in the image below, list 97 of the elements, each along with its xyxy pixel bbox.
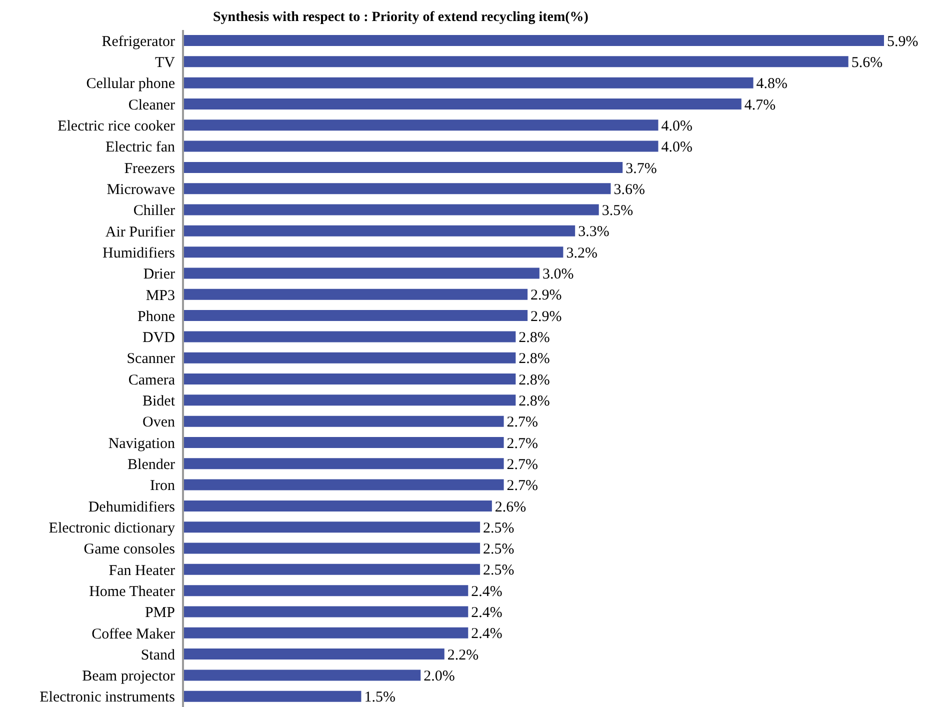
bar xyxy=(183,606,468,618)
bar xyxy=(183,246,564,258)
y-tick-label: Dehumidifiers xyxy=(88,499,176,516)
y-tick-label: Camera xyxy=(128,372,176,388)
data-label: 4.0% xyxy=(661,140,693,156)
bar xyxy=(183,204,599,216)
bar xyxy=(183,310,528,322)
data-label: 4.7% xyxy=(744,97,776,114)
data-label: 3.7% xyxy=(626,160,657,177)
data-label: 4.8% xyxy=(756,76,788,92)
y-tick-label: Electronic dictionary xyxy=(48,520,176,536)
bar xyxy=(183,98,742,110)
data-label: 2.7% xyxy=(506,456,538,473)
y-tick-label: Coffee Maker xyxy=(92,626,176,642)
data-label: 3.2% xyxy=(566,245,598,262)
y-tick-label: Microwave xyxy=(106,182,176,198)
data-label: 3.3% xyxy=(578,224,610,240)
bar xyxy=(183,331,516,342)
y-tick-label: Scanner xyxy=(126,351,176,368)
bar xyxy=(183,77,754,88)
data-label: 2.8% xyxy=(518,330,550,346)
bar xyxy=(183,522,480,533)
y-tick-label: Freezers xyxy=(124,160,176,177)
bar xyxy=(183,120,658,131)
data-label: 2.4% xyxy=(471,626,502,642)
bar xyxy=(183,183,611,194)
y-tick-label: Bidet xyxy=(142,394,176,410)
data-label: 3.0% xyxy=(542,266,574,283)
data-label: 2.7% xyxy=(506,436,538,452)
y-tick-label: Chiller xyxy=(133,203,175,220)
bar xyxy=(183,35,884,46)
bar xyxy=(183,352,516,364)
bar xyxy=(183,627,468,638)
data-label: 3.5% xyxy=(602,203,634,220)
bar xyxy=(183,268,540,279)
y-tick-label: Phone xyxy=(138,308,176,325)
y-tick-label: Oven xyxy=(142,414,176,431)
data-label: 2.6% xyxy=(494,499,526,516)
y-tick-label: Refrigerator xyxy=(102,34,175,50)
data-label: 2.0% xyxy=(424,668,455,685)
data-label: 2.8% xyxy=(518,393,550,410)
y-tick-label: Navigation xyxy=(108,436,176,452)
bar xyxy=(183,690,362,702)
bar xyxy=(183,458,504,470)
y-tick-label: Beam projector xyxy=(82,668,175,685)
y-tick-label: MP3 xyxy=(146,288,175,304)
bar xyxy=(183,479,504,490)
y-tick-label: TV xyxy=(155,55,176,72)
data-label: 4.0% xyxy=(661,118,693,134)
bar xyxy=(183,56,848,68)
data-label: 2.2% xyxy=(447,647,479,664)
bar xyxy=(183,394,516,406)
bar xyxy=(183,500,492,512)
bar xyxy=(183,416,504,427)
data-label: 2.7% xyxy=(506,478,538,494)
y-tick-label: Drier xyxy=(143,266,175,283)
data-label: 2.5% xyxy=(483,562,514,579)
bar xyxy=(183,140,658,152)
data-label: 5.9% xyxy=(887,34,918,50)
y-tick-label: Cleaner xyxy=(128,97,176,114)
y-tick-label: DVD xyxy=(142,330,176,346)
data-label: 2.5% xyxy=(483,542,514,558)
bar xyxy=(183,436,504,448)
data-label: 2.5% xyxy=(483,520,514,536)
y-tick-label: Fan Heater xyxy=(108,562,176,579)
y-tick-label: Blender xyxy=(128,457,176,474)
data-label: 1.5% xyxy=(364,690,396,706)
y-tick-label: Air Purifier xyxy=(105,224,175,240)
y-tick-label: Stand xyxy=(140,647,176,664)
y-tick-label: Cellular phone xyxy=(86,76,176,92)
bar xyxy=(183,288,528,300)
bar xyxy=(183,374,516,384)
bar xyxy=(183,162,623,173)
chart-title: Synthesis with respect to : Priority of extend recycling item(%) xyxy=(212,9,590,27)
y-tick-label: Electric rice cooker xyxy=(58,118,176,135)
data-label: 3.6% xyxy=(614,182,645,198)
bar xyxy=(183,542,480,554)
y-tick-label: Electronic instruments xyxy=(40,690,176,706)
data-label: 2.7% xyxy=(506,414,538,431)
data-label: 2.4% xyxy=(471,605,502,622)
data-label: 2.8% xyxy=(518,351,550,368)
y-tick-label: Home Theater xyxy=(89,584,175,600)
data-label: 2.8% xyxy=(518,372,550,388)
y-tick-label: Humidifiers xyxy=(102,245,176,262)
bar xyxy=(183,670,421,681)
bar xyxy=(183,648,444,660)
data-label: 2.9% xyxy=(530,308,562,325)
data-label: 2.9% xyxy=(530,288,562,304)
bar xyxy=(183,564,480,575)
bar xyxy=(183,225,576,236)
bar xyxy=(183,585,468,596)
y-tick-label: Game consoles xyxy=(84,542,176,558)
y-tick-label: Iron xyxy=(150,478,176,494)
y-tick-label: PMP xyxy=(144,605,175,622)
y-tick-label: Electric fan xyxy=(105,140,176,156)
data-label: 2.4% xyxy=(471,584,502,600)
data-label: 5.6% xyxy=(851,54,883,71)
